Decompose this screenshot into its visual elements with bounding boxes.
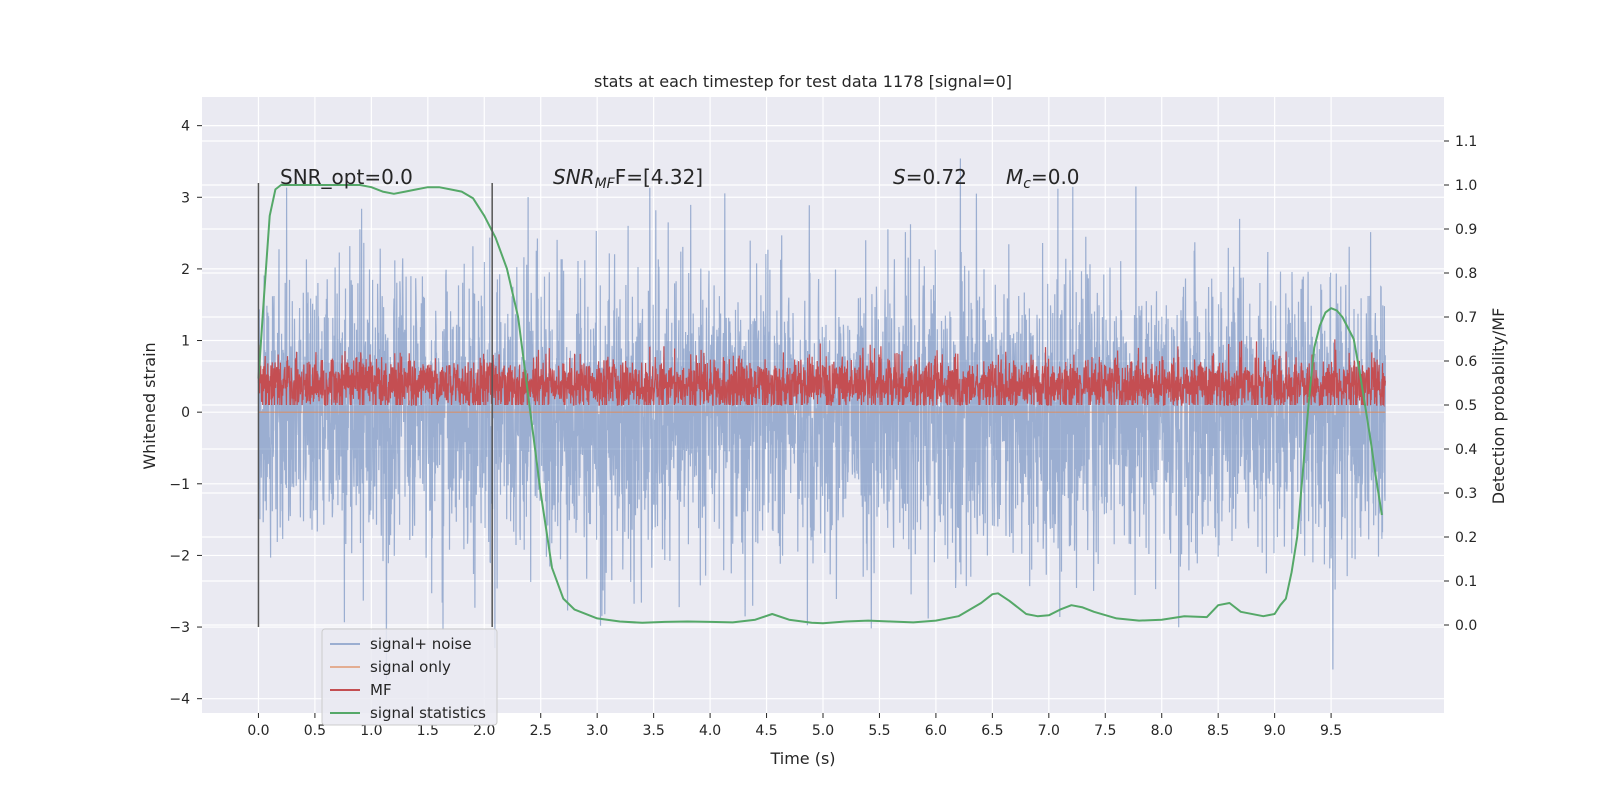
x-tick-label: 3.5	[643, 723, 665, 739]
legend: signal+ noise signal only MF signal statist…	[321, 628, 498, 726]
legend-entry: signal+ noise	[370, 635, 472, 653]
x-tick-label: 2.5	[530, 723, 552, 739]
x-tick-label: 8.0	[1151, 723, 1173, 739]
x-tick-label: 8.5	[1207, 723, 1229, 739]
y-right-tick-label: 0.8	[1455, 266, 1477, 282]
x-tick-label: 3.0	[586, 723, 608, 739]
axes: 0.0 0.5 1.0 1.5 2.0 2.5 3.0 3.5 4.0 4.5 5.0 5.5 6.0 6…	[169, 119, 1477, 739]
y-left-tick-label: −2	[169, 548, 190, 564]
y-left-tick-label: −3	[169, 620, 190, 636]
x-tick-label: 9.5	[1320, 723, 1342, 739]
y-right-tick-label: 0.2	[1455, 530, 1477, 546]
y-axis-label-left: Whitened strain	[140, 342, 159, 469]
y-left-tick-label: 2	[181, 262, 190, 278]
annotation-snr-mf: SNRMFF=[4.32]	[553, 165, 703, 192]
y-right-tick-label: 0.6	[1455, 354, 1477, 370]
y-left-tick-label: −1	[169, 477, 190, 493]
y-right-tick-label: 0.0	[1455, 618, 1477, 634]
x-tick-label: 9.0	[1264, 723, 1286, 739]
x-tick-label: 6.5	[981, 723, 1003, 739]
y-right-tick-label: 0.7	[1455, 310, 1477, 326]
series-layer	[257, 158, 1386, 680]
annotation-s-value: =0.72	[906, 165, 967, 189]
annotation-s: S=0.72	[893, 165, 967, 189]
annotation-snr-opt: SNR_opt=0.0	[280, 165, 413, 189]
annotation-mc-sub: c	[1023, 176, 1031, 192]
x-tick-label: 1.5	[417, 723, 439, 739]
x-tick-label: 7.5	[1094, 723, 1116, 739]
annotations: SNR_opt=0.0 SNRMFF=[4.32] S=0.72 Mc=0.0	[280, 165, 1080, 192]
annotation-mc: Mc=0.0	[1006, 165, 1080, 192]
series-mf	[257, 339, 1386, 408]
legend-box	[321, 628, 498, 726]
x-tick-label: 5.0	[812, 723, 834, 739]
x-tick-label: 4.0	[699, 723, 721, 739]
annotation-snr-mf-sub: MF	[595, 176, 616, 192]
annotation-snr-mf-main: SNR	[553, 165, 595, 189]
x-tick-label: 6.0	[925, 723, 947, 739]
x-tick-label: 4.5	[755, 723, 777, 739]
x-tick-label: 1.0	[360, 723, 382, 739]
x-tick-label: 5.5	[868, 723, 890, 739]
x-axis-label: Time (s)	[769, 749, 835, 768]
y-right-tick-label: 0.5	[1455, 398, 1477, 414]
chart-title: stats at each timestep for test data 117…	[594, 72, 1012, 91]
y-left-tick-label: −4	[169, 692, 190, 708]
legend-entry: MF	[370, 681, 392, 699]
y-right-tick-label: 0.9	[1455, 222, 1477, 238]
y-left-tick-label: 3	[181, 190, 190, 206]
legend-entry: signal statistics	[370, 704, 486, 722]
x-tick-label: 7.0	[1038, 723, 1060, 739]
y-right-tick-label: 0.1	[1455, 574, 1477, 590]
x-tick-label: 2.0	[473, 723, 495, 739]
y-right-tick-label: 1.1	[1455, 134, 1477, 150]
annotation-mc-label: M	[1006, 165, 1023, 189]
y-left-tick-label: 0	[181, 405, 190, 421]
x-tick-label: 0.5	[304, 723, 326, 739]
y-right-tick-label: 0.4	[1455, 442, 1477, 458]
vertical-lines	[257, 182, 493, 628]
y-left-tick-label: 4	[181, 119, 190, 135]
series-signal-statistics	[257, 184, 1383, 625]
annotation-mc-value: =0.0	[1031, 165, 1080, 189]
annotation-s-label: S	[893, 165, 906, 189]
y-right-tick-label: 0.3	[1455, 486, 1477, 502]
y-left-tick-label: 1	[181, 334, 190, 350]
annotation-snr-mf-tail: F=[4.32]	[615, 165, 703, 189]
y-right-tick-label: 1.0	[1455, 178, 1477, 194]
y-axis-label-right: Detection probability/MF	[1489, 308, 1508, 505]
legend-entry: signal only	[370, 658, 451, 676]
x-tick-label: 0.0	[247, 723, 269, 739]
